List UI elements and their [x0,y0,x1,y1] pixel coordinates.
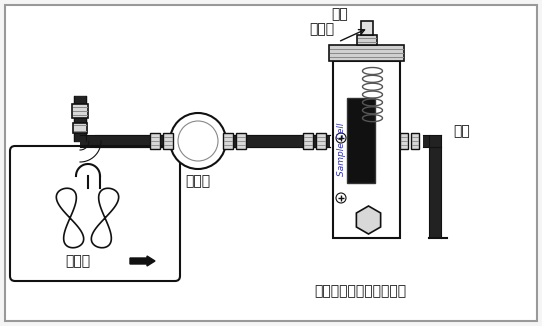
Text: 流通池: 流通池 [309,22,334,36]
Bar [429,141,441,238]
Text: 探头: 探头 [332,7,349,21]
Bar [236,133,246,149]
Bar [333,61,400,238]
Circle shape [336,133,346,143]
Text: Sample Cell: Sample Cell [337,123,345,176]
Bar [400,133,408,149]
Bar [347,98,375,183]
Bar [73,123,87,133]
Bar [411,133,419,149]
Bar [303,133,313,149]
Polygon shape [80,141,101,162]
Bar [329,45,404,61]
FancyArrow shape [130,256,155,266]
Bar [163,133,173,149]
Bar [423,135,441,147]
Circle shape [336,193,346,203]
Text: 减压阀: 减压阀 [185,174,210,188]
Bar [357,35,377,45]
Bar [72,104,88,118]
Text: 仪表测量设定为大气压力: 仪表测量设定为大气压力 [314,284,406,298]
Text: 主管道: 主管道 [65,254,90,268]
FancyBboxPatch shape [10,146,180,281]
Text: 防空: 防空 [453,124,470,138]
Bar [360,21,372,35]
Bar [223,133,233,149]
Bar [80,135,330,147]
Circle shape [170,113,226,169]
Circle shape [178,121,218,161]
Bar [316,133,326,149]
Bar [150,133,160,149]
Bar [95,135,330,147]
